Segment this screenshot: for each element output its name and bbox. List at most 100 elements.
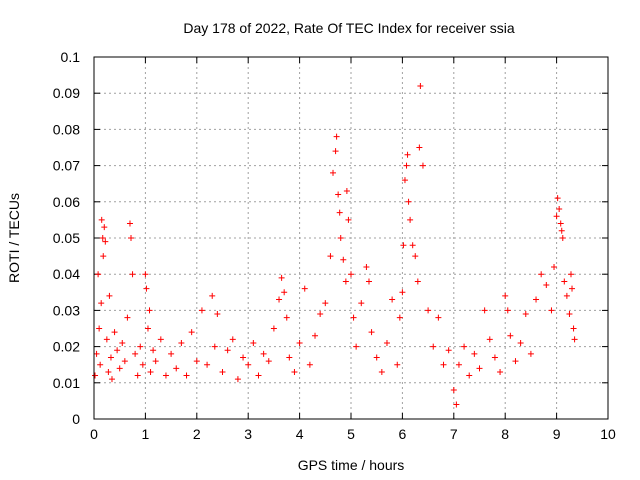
data-point (570, 325, 577, 332)
plot-frame (93, 56, 609, 420)
data-point (102, 238, 109, 245)
data-point (554, 195, 561, 202)
data-point (134, 372, 141, 379)
data-point (389, 296, 396, 303)
x-tick-label: 7 (450, 426, 458, 442)
data-point (566, 311, 573, 318)
data-point (98, 216, 105, 223)
y-tick-label: 0 (72, 411, 80, 427)
y-tick-label: 0.01 (53, 375, 80, 391)
data-point (93, 350, 100, 357)
data-point (330, 169, 337, 176)
data-point (132, 350, 139, 357)
data-point (278, 274, 285, 281)
chart-title: Day 178 of 2022, Rate Of TEC Index for r… (183, 20, 514, 36)
data-point (332, 148, 339, 155)
data-point (363, 263, 370, 270)
data-point (209, 292, 216, 299)
data-point (343, 187, 350, 194)
x-tick-label: 8 (501, 426, 509, 442)
data-point (144, 325, 151, 332)
data-point (124, 314, 131, 321)
data-point (95, 271, 102, 278)
data-point (407, 216, 414, 223)
data-point (116, 365, 123, 372)
data-point (229, 336, 236, 343)
data-point (405, 198, 412, 205)
data-point (137, 343, 144, 350)
data-point (162, 372, 169, 379)
data-point (255, 372, 262, 379)
data-point (543, 282, 550, 289)
data-point (245, 361, 252, 368)
data-point (101, 224, 108, 231)
data-point (497, 368, 504, 375)
data-point (504, 307, 511, 314)
data-point (471, 350, 478, 357)
data-point (557, 220, 564, 227)
data-point (260, 350, 267, 357)
data-point (533, 296, 540, 303)
x-tick-label: 5 (347, 426, 355, 442)
data-point (466, 372, 473, 379)
data-point (92, 372, 99, 379)
data-point (121, 358, 128, 365)
x-tick-label: 10 (600, 426, 616, 442)
x-axis-ticks: 0 1 2 3 4 5 6 7 8 9 10 (90, 57, 616, 442)
data-point (502, 292, 509, 299)
data-point (450, 387, 457, 394)
data-point (265, 358, 272, 365)
data-point (551, 263, 558, 270)
data-point (409, 242, 416, 249)
y-tick-label: 0.09 (53, 85, 80, 101)
data-point (97, 361, 104, 368)
x-tick-label: 0 (90, 426, 98, 442)
data-point (430, 343, 437, 350)
data-point (128, 235, 135, 241)
data-point (522, 311, 529, 318)
data-point (168, 350, 175, 357)
data-point (416, 144, 423, 151)
data-point (276, 296, 283, 303)
data-point (461, 343, 468, 350)
data-point (98, 300, 105, 307)
data-point (486, 336, 493, 343)
data-point (250, 339, 257, 346)
data-point (114, 347, 121, 354)
data-point (425, 307, 432, 314)
x-tick-label: 4 (296, 426, 304, 442)
data-point (527, 350, 534, 357)
x-tick-label: 2 (193, 426, 201, 442)
x-tick-label: 3 (244, 426, 252, 442)
data-point (147, 368, 154, 375)
data-point (417, 82, 424, 89)
data-point (281, 289, 288, 296)
data-point (368, 329, 375, 336)
data-point (401, 177, 408, 184)
data-point (404, 151, 411, 158)
data-point (378, 368, 385, 375)
data-point (291, 368, 298, 375)
data-point (224, 347, 231, 354)
data-point (105, 368, 112, 375)
y-axis-title: ROTI / TECUs (6, 193, 22, 283)
y-tick-label: 0.05 (53, 230, 80, 246)
data-point (383, 339, 390, 346)
data-point (571, 336, 578, 343)
data-point (306, 361, 313, 368)
data-point (561, 278, 568, 285)
data-point (567, 271, 574, 278)
data-point (538, 271, 545, 278)
data-point (296, 339, 303, 346)
data-point (188, 329, 195, 336)
data-point (440, 361, 447, 368)
data-point (435, 314, 442, 321)
data-point (108, 376, 115, 383)
data-point (139, 361, 146, 368)
data-point (322, 300, 329, 307)
data-point (111, 329, 118, 336)
data-point (548, 307, 555, 314)
data-point (394, 361, 401, 368)
data-point (348, 271, 354, 278)
